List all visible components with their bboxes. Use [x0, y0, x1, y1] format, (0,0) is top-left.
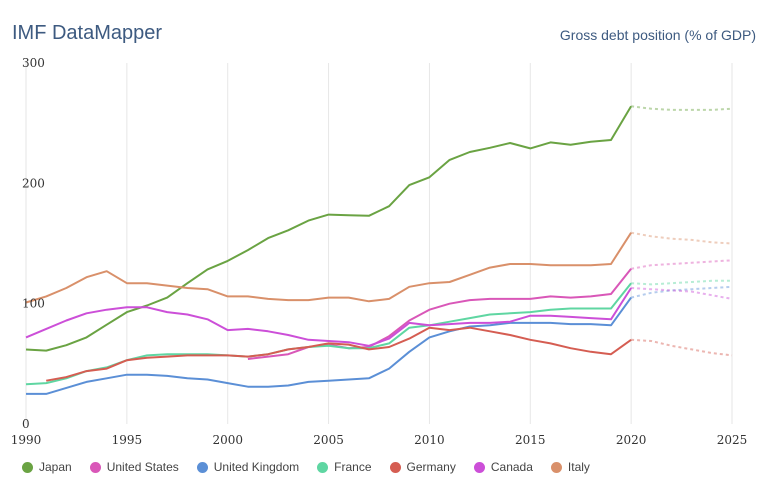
y-tick-label: 100	[22, 297, 45, 311]
series-line[interactable]	[25, 105, 632, 352]
series-line[interactable]	[25, 287, 632, 347]
x-tick-label: 2025	[717, 433, 748, 447]
series-line[interactable]	[25, 232, 632, 304]
legend-item[interactable]: United States	[89, 460, 179, 474]
legend-dot-icon	[89, 461, 101, 473]
legend-dot-icon	[550, 461, 562, 473]
series-germany[interactable]	[46, 326, 733, 382]
y-tick-label: 300	[22, 56, 45, 70]
legend-dot-icon	[22, 461, 33, 473]
x-tick-label: 2005	[313, 433, 344, 447]
legend-label: Canada	[490, 460, 533, 474]
x-tick-label: 2010	[414, 433, 445, 447]
legend-label: France	[334, 460, 372, 474]
series-projection-line[interactable]	[630, 259, 733, 270]
series-line[interactable]	[46, 326, 632, 382]
legend-item[interactable]: Canada	[473, 460, 533, 474]
y-tick-label: 0	[22, 417, 30, 431]
legend-label: United Kingdom	[213, 460, 300, 474]
series-line[interactable]	[26, 297, 632, 395]
legend-item[interactable]: Italy	[550, 460, 590, 474]
series-projection-line[interactable]	[630, 285, 733, 299]
app-title: IMF DataMapper	[12, 22, 163, 44]
axis-ticks: 1990 1995 2000 2005 2010 2015 2020 2025 0 100 200 3…	[11, 56, 748, 447]
series-projection-line[interactable]	[631, 287, 733, 300]
legend-label: Germany	[406, 460, 456, 474]
series-united-kingdom[interactable]	[26, 285, 733, 395]
x-tick-label: 1990	[11, 433, 42, 447]
series-lines	[25, 105, 733, 395]
chart-title: Gross debt position (% of GDP)	[559, 27, 756, 43]
legend-label: Italy	[567, 460, 590, 474]
series-canada[interactable]	[25, 287, 733, 347]
legend: Japan United States United Kingdom France Ge…	[22, 460, 590, 474]
x-tick-label: 1995	[112, 433, 143, 447]
legend-item[interactable]: Japan	[22, 460, 72, 474]
legend-dot-icon	[196, 461, 208, 473]
series-projection-line[interactable]	[631, 279, 732, 286]
legend-label: Japan	[39, 460, 72, 474]
x-tick-label: 2020	[616, 433, 647, 447]
series-projection-line[interactable]	[630, 231, 733, 245]
legend-item[interactable]: France	[317, 460, 372, 474]
series-japan[interactable]	[25, 105, 733, 352]
grid-lines	[25, 63, 733, 424]
legend-dot-icon	[473, 461, 485, 473]
legend-item[interactable]: Germany	[389, 460, 456, 474]
series-projection-line[interactable]	[630, 105, 733, 111]
legend-dot-icon	[389, 461, 401, 473]
legend-dot-icon	[317, 461, 329, 473]
legend-label: United States	[106, 460, 179, 474]
x-tick-label: 2015	[515, 433, 546, 447]
series-italy[interactable]	[25, 231, 733, 304]
series-projection-line[interactable]	[631, 338, 733, 357]
x-tick-label: 2000	[212, 433, 243, 447]
legend-item[interactable]: United Kingdom	[196, 460, 300, 474]
y-tick-label: 200	[22, 176, 45, 190]
